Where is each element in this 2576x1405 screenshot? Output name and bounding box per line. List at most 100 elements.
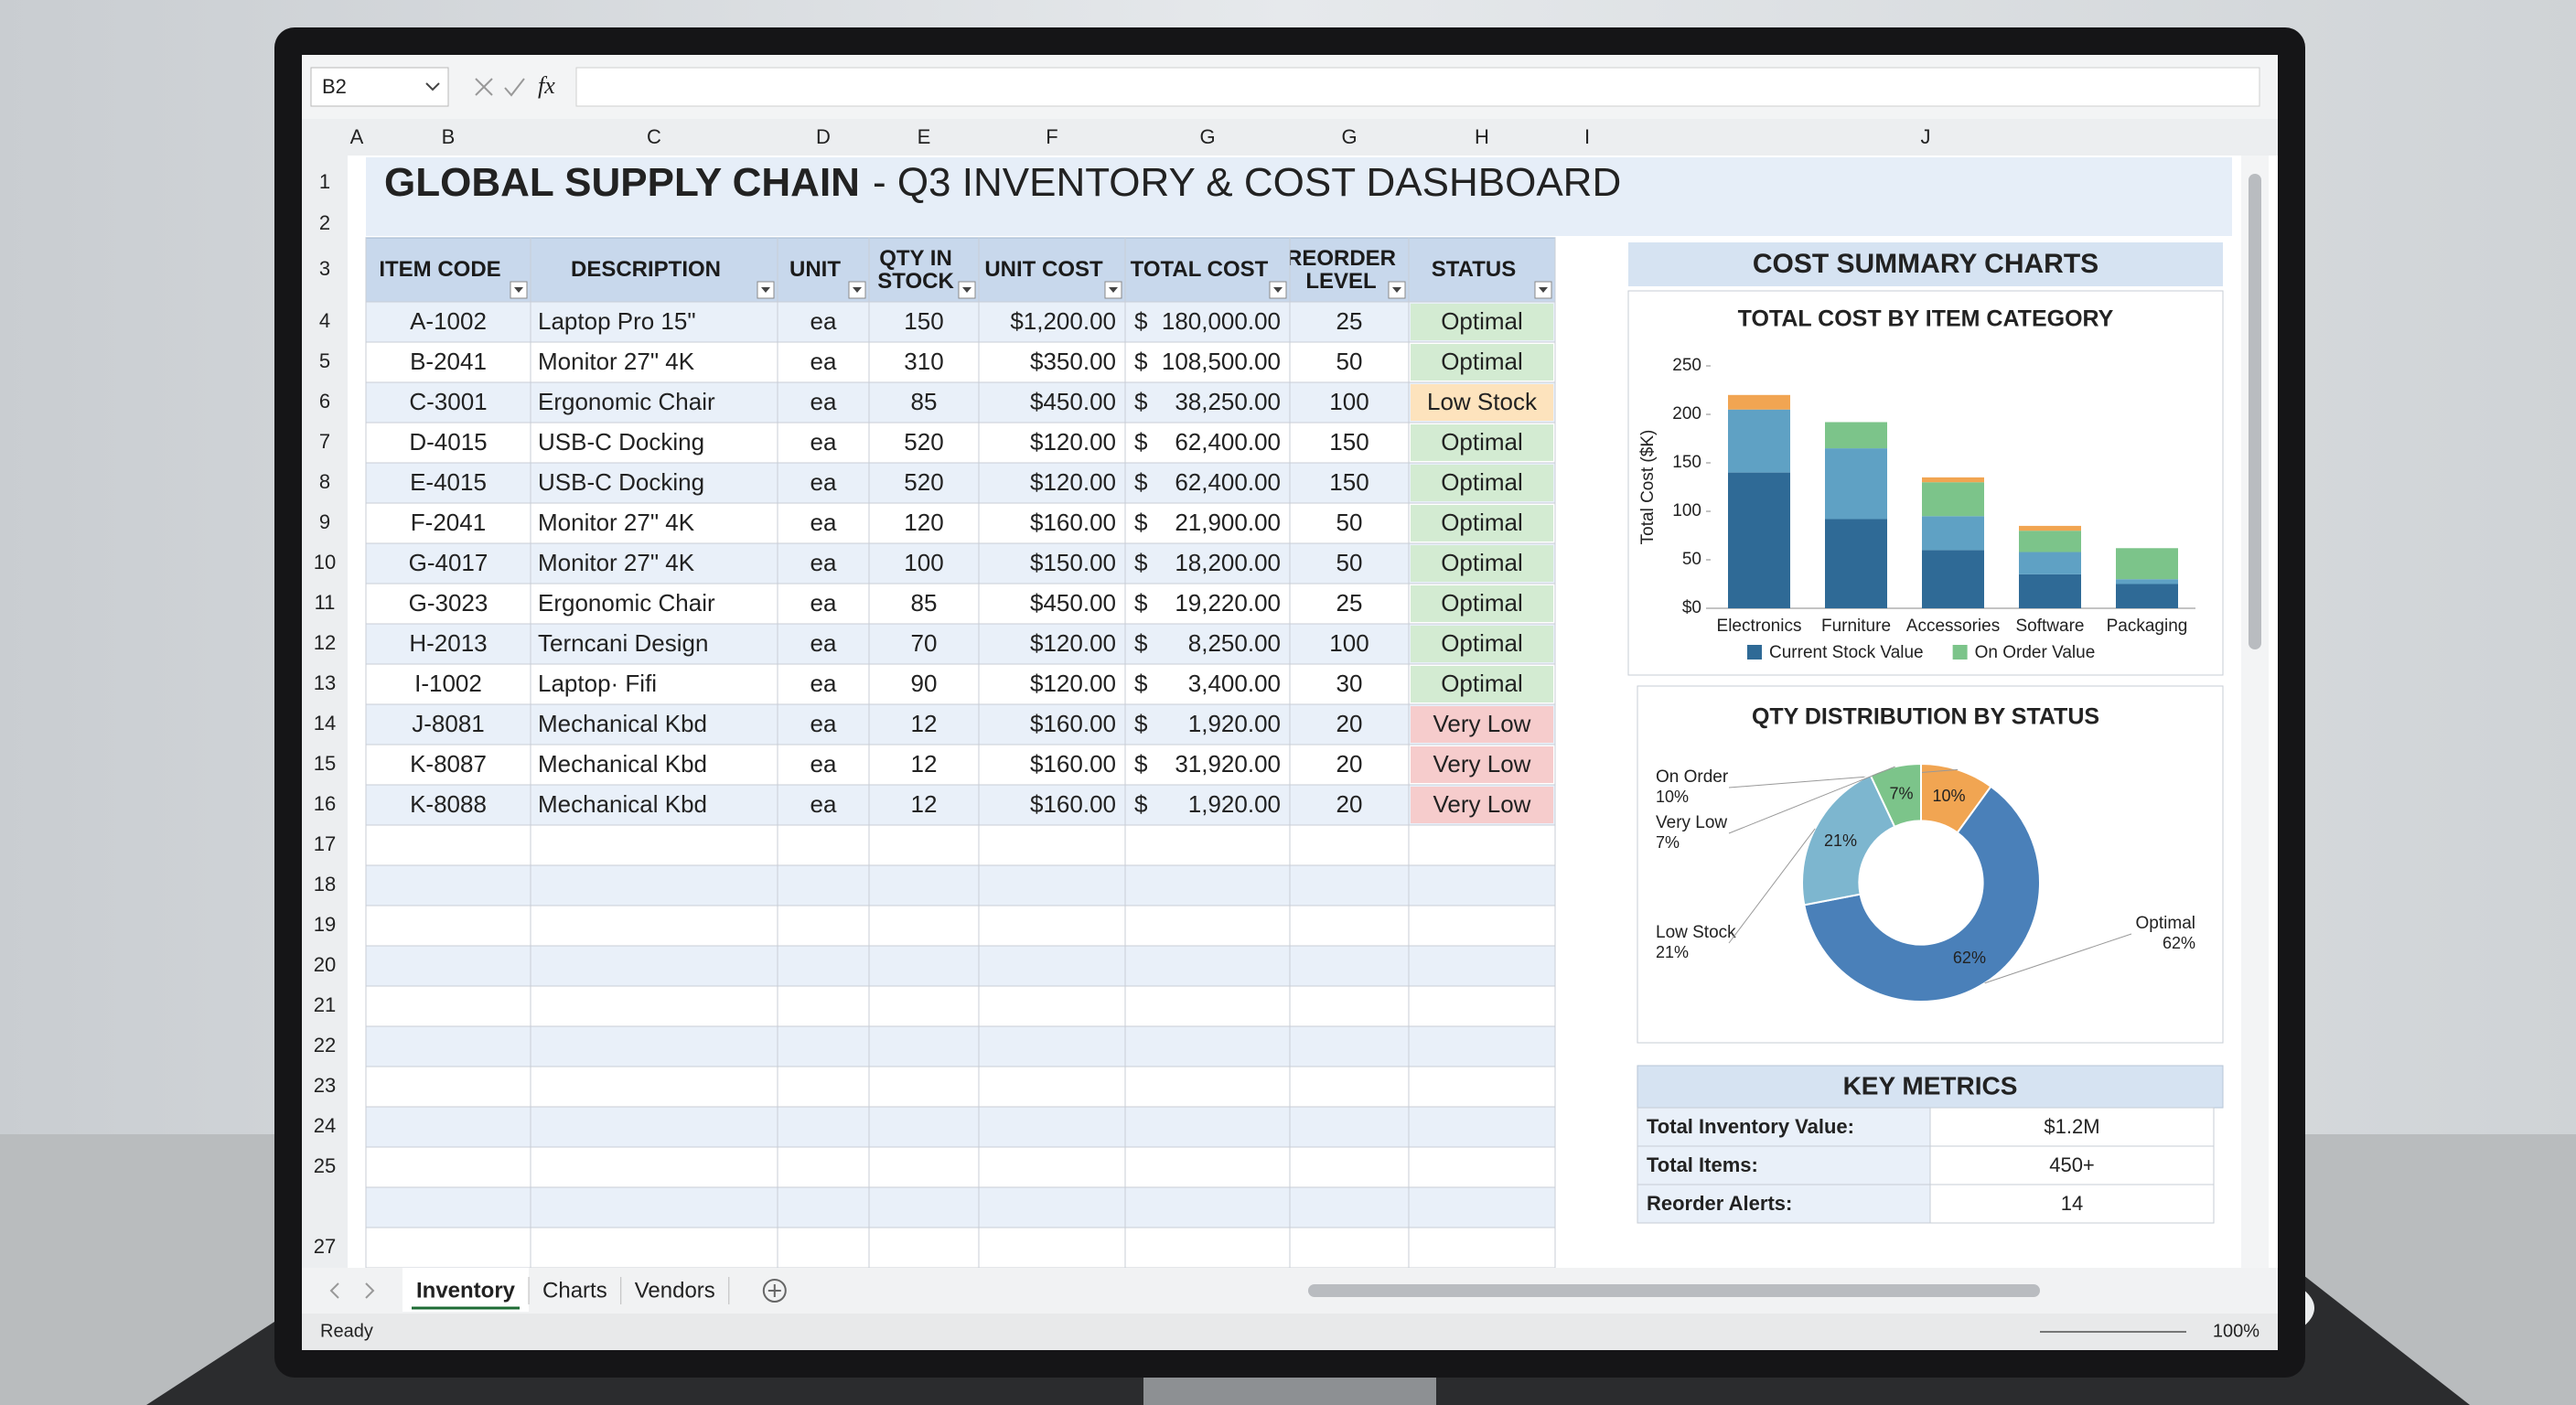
slice-label: 21% <box>1824 831 1857 850</box>
row-number: 17 <box>314 832 336 855</box>
header-text: UNIT COST <box>984 257 1103 283</box>
status-fill <box>1411 545 1553 582</box>
currency-symbol: $ <box>1134 629 1148 657</box>
status-fill <box>1411 787 1553 823</box>
x-tick-label: Packaging <box>2107 617 2188 636</box>
column-letter: G <box>1341 125 1357 148</box>
row-number: 27 <box>314 1235 336 1258</box>
cell-text: 520 <box>904 428 943 456</box>
add-sheet[interactable] <box>762 1279 787 1303</box>
row-number: 24 <box>314 1114 336 1137</box>
currency-symbol: $ <box>1134 307 1148 335</box>
bar-segment <box>2019 574 2081 608</box>
y-tick-label: $0 <box>1682 598 1701 617</box>
cell-text: 31,920.00 <box>1175 750 1281 778</box>
donut-slice <box>1869 762 1922 829</box>
status-fill <box>1411 304 1553 340</box>
h-scroll-thumb[interactable] <box>1308 1284 2040 1297</box>
cell-text: USB-C Docking <box>538 428 704 456</box>
sheet-tab[interactable]: Inventory <box>416 1278 516 1303</box>
column-letter: G <box>1199 125 1215 148</box>
cell-text: Laptop Pro 15" <box>538 307 696 335</box>
cell-text: USB-C Docking <box>538 468 704 496</box>
row-header-bar <box>302 156 348 1268</box>
y-axis-label: Total Cost ($K) <box>1638 430 1658 545</box>
cell-text: $160.00 <box>1030 790 1116 818</box>
cell-text: ea <box>810 629 837 657</box>
metrics-heading-bg <box>1637 1065 2224 1109</box>
header-text: UNIT <box>789 257 841 283</box>
metric-label: Reorder Alerts: <box>1647 1192 1792 1215</box>
metric-value-cell <box>1929 1184 2215 1224</box>
filter-arrow <box>962 287 971 293</box>
sheet-tab[interactable]: Charts <box>542 1278 607 1303</box>
status-text: Low Stock <box>1427 388 1538 415</box>
cell-text: J-8081 <box>412 710 485 737</box>
metric-label-cell <box>1637 1184 1931 1224</box>
status-text: Optimal <box>1441 589 1523 617</box>
cell-text: ea <box>810 388 837 415</box>
cell-text: E-4015 <box>410 468 487 496</box>
status-ready: Ready <box>320 1321 373 1341</box>
cell-text: $120.00 <box>1030 468 1116 496</box>
cell-text: Monitor 27" 4K <box>538 348 695 375</box>
cell-text: 12 <box>911 750 938 778</box>
donut-slice <box>1803 785 2041 1003</box>
metric-label: Total Inventory Value: <box>1647 1115 1854 1138</box>
donut-title: QTY DISTRIBUTION BY STATUS <box>1752 704 2099 730</box>
status-fill <box>1411 424 1553 461</box>
tab-nav[interactable] <box>329 1282 375 1299</box>
formula-input <box>575 67 2260 107</box>
cell-text: A-1002 <box>410 307 487 335</box>
filter-arrow <box>1539 287 1548 293</box>
header-text: QTY IN STOCK <box>877 245 954 294</box>
outside-label: Low Stock <box>1656 923 1736 942</box>
slice-label: 10% <box>1933 787 1966 805</box>
row-stripe <box>366 946 1555 986</box>
header-cell <box>1124 237 1291 303</box>
cell-text: D-4015 <box>409 428 487 456</box>
add-sheet-plus <box>767 1284 781 1297</box>
cell-text: $1,200.00 <box>1010 307 1116 335</box>
metric-value: 450+ <box>2049 1153 2095 1176</box>
column-letter: D <box>816 125 831 148</box>
legend-label: Current Stock Value <box>1769 643 1924 662</box>
cell-text: 62,400.00 <box>1175 428 1281 456</box>
cell-text: 120 <box>904 509 943 536</box>
metric-label: Total Items: <box>1647 1153 1758 1176</box>
currency-symbol: $ <box>1134 428 1148 456</box>
row-number: 14 <box>314 712 336 735</box>
x-tick-label: Accessories <box>1906 617 2000 636</box>
header-text-box: STATUS <box>1432 258 1516 281</box>
cell-text: 85 <box>911 589 938 617</box>
cell-text: Mechanical Kbd <box>538 710 707 737</box>
row-number: 1 <box>319 170 330 193</box>
row-number: 7 <box>319 430 330 453</box>
cell-text: $450.00 <box>1030 589 1116 617</box>
row-number: 16 <box>314 792 336 815</box>
donut-slice <box>1801 774 1896 906</box>
cell-text: $450.00 <box>1030 388 1116 415</box>
column-letter: J <box>1921 125 1931 148</box>
bar-segment <box>2116 548 2178 580</box>
title-band <box>366 157 2232 236</box>
row-number: 12 <box>314 631 336 654</box>
cell-text: Mechanical Kbd <box>538 790 707 818</box>
row-number: 11 <box>315 591 336 614</box>
cell-text: ea <box>810 428 837 456</box>
name-box <box>310 67 449 107</box>
x-tick-label: Electronics <box>1717 617 1802 636</box>
v-scroll-thumb[interactable] <box>2249 174 2261 649</box>
column-letter: F <box>1046 125 1057 148</box>
sheet-tab[interactable]: Vendors <box>635 1278 715 1303</box>
row-stripe <box>366 302 1555 342</box>
header-text: TOTAL COST <box>1130 257 1269 283</box>
row-number: 25 <box>314 1154 336 1177</box>
row-stripe <box>366 1187 1555 1228</box>
cell-text: ea <box>810 509 837 536</box>
cell-text: B-2041 <box>410 348 487 375</box>
header-text: REORDER LEVEL <box>1290 245 1397 294</box>
cell-text: K-8087 <box>410 750 487 778</box>
row-stripe <box>366 342 1555 382</box>
bar-segment <box>1922 482 1984 517</box>
